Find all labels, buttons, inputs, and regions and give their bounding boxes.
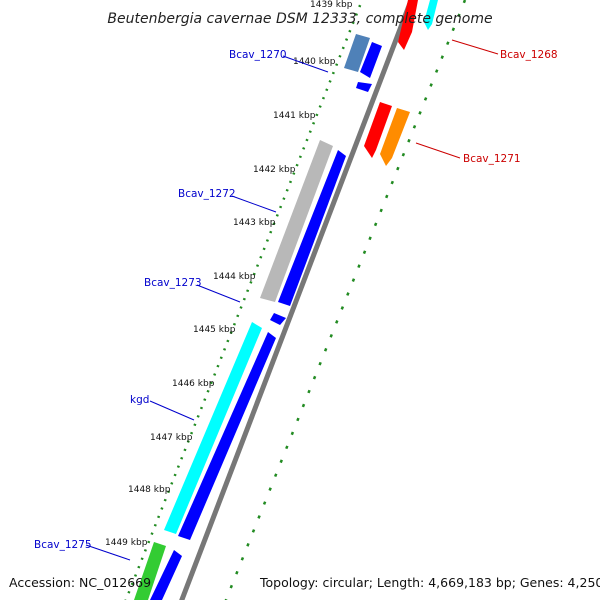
gene-kgd-cds [178, 332, 276, 540]
leader-Bcav_1272 [231, 195, 277, 213]
map-title: Beutenbergia cavernae DSM 12333, complet… [107, 11, 492, 27]
gene-label-Bcav_1270[interactable]: Bcav_1270 [229, 49, 287, 61]
gene-Bcav_1273[interactable] [270, 313, 286, 325]
gene-Bcav_1272-cds [278, 150, 346, 306]
tick-label: 1441 kbp [273, 111, 316, 121]
gene-Bcav_1271-orange[interactable] [380, 108, 410, 166]
gene-Bcav_1270[interactable] [344, 34, 370, 72]
gene-label-Bcav_1271[interactable]: Bcav_1271 [463, 153, 521, 165]
gc-track-left [124, 0, 364, 600]
gene-label-Bcav_1275[interactable]: Bcav_1275 [34, 539, 92, 551]
gene-Bcav_1270-cds [360, 42, 382, 78]
gene-Bcav_1268-cds [424, 0, 438, 30]
leader-Bcav_1273 [196, 284, 241, 303]
gene-label-kgd[interactable]: kgd [130, 394, 149, 406]
leader-kgd [149, 400, 195, 421]
gene-Bcav_1275-cds [150, 550, 182, 600]
gene-Bcav_1272[interactable] [260, 140, 333, 302]
tick-label: 1448 kbp [128, 485, 171, 495]
gene-small-cds-1 [356, 82, 372, 92]
backbone-ring [179, 0, 414, 600]
tick-label: 1446 kbp [172, 379, 215, 389]
tick-label: 1442 kbp [253, 165, 296, 175]
gene-label-Bcav_1272[interactable]: Bcav_1272 [178, 188, 236, 200]
leader-Bcav_1275 [85, 544, 131, 561]
gene-Bcav_1275[interactable] [134, 542, 166, 600]
gene-kgd[interactable] [164, 322, 262, 534]
tick-label: 1440 kbp [293, 57, 336, 67]
tick-label: 1447 kbp [150, 433, 193, 443]
tick-label: 1445 kbp [193, 325, 236, 335]
leader-Bcav_1268 [451, 39, 499, 55]
tick-label: 1443 kbp [233, 218, 276, 228]
tick-label: 1439 kbp [310, 0, 353, 10]
accession-text: Accession: NC_012669 [9, 575, 151, 590]
topology-text: Topology: circular; Length: 4,669,183 bp… [259, 575, 600, 590]
gene-label-Bcav_1268[interactable]: Bcav_1268 [500, 49, 558, 61]
gene-label-Bcav_1273[interactable]: Bcav_1273 [144, 277, 202, 289]
tick-label: 1449 kbp [105, 538, 148, 548]
gc-track-right [224, 0, 467, 600]
leader-Bcav_1270 [282, 55, 329, 73]
gene-Bcav_1271[interactable] [364, 102, 392, 158]
gene-Bcav_1268[interactable] [398, 0, 418, 50]
leader-Bcav_1271 [415, 142, 461, 159]
tick-label: 1444 kbp [213, 272, 256, 282]
